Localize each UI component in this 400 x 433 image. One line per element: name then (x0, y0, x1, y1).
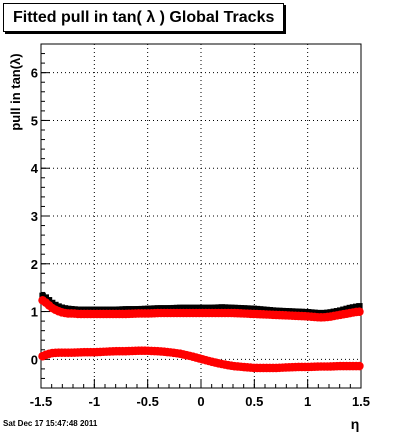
data-series (38, 292, 364, 373)
data-point (355, 307, 364, 316)
data-point (247, 305, 254, 314)
y-tick-label: 5 (31, 113, 38, 128)
series-sigma-red (38, 295, 364, 322)
y-tick-label: 1 (31, 305, 38, 320)
y-tick-label: 3 (31, 209, 38, 224)
y-tick-label: 2 (31, 257, 38, 272)
x-axis-label: η (351, 416, 360, 432)
x-tick-label: -1 (89, 394, 101, 409)
x-tick-label: -0.5 (136, 394, 158, 409)
y-tick-label: 6 (31, 66, 38, 81)
chart-title: Fitted pull in tan( λ ) Global Tracks (13, 9, 275, 26)
y-axis-label: pull in tan(λ) (8, 53, 23, 130)
y-tick-label: 4 (31, 161, 39, 176)
data-point (231, 304, 238, 313)
x-tick-label: 1.5 (352, 394, 370, 409)
grid (40, 44, 362, 388)
y-tick-labels: 0 1 2 3 4 5 6 (31, 66, 39, 368)
y-tick-label: 0 (31, 352, 38, 367)
title-box: Fitted pull in tan( λ ) Global Tracks (3, 3, 284, 32)
x-tick-label: 1 (304, 394, 311, 409)
x-tick-label: 0.5 (245, 394, 263, 409)
data-point (355, 361, 364, 371)
x-tick-labels: -1.5 -1 -0.5 0 0.5 1 1.5 (30, 394, 370, 409)
data-point (215, 304, 222, 313)
data-point (183, 304, 190, 313)
data-point (199, 304, 206, 313)
series-mean-red (38, 346, 364, 373)
timestamp: Sat Dec 17 15:47:48 2011 (3, 419, 98, 428)
x-tick-label: -1.5 (30, 394, 52, 409)
x-tick-label: 0 (197, 394, 204, 409)
data-point (356, 303, 363, 312)
